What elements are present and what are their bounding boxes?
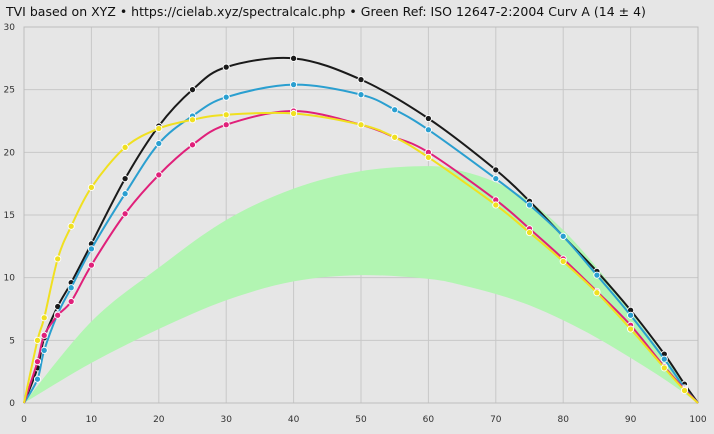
data-point <box>357 121 365 129</box>
data-point <box>222 111 230 119</box>
data-point <box>121 175 129 183</box>
data-point <box>121 210 129 218</box>
data-point <box>290 109 298 118</box>
data-point <box>559 232 567 240</box>
data-point <box>87 183 95 191</box>
data-point <box>424 114 432 123</box>
data-point <box>188 116 197 124</box>
x-tick-label: 60 <box>423 415 435 425</box>
y-tick-label: 15 <box>4 211 15 221</box>
x-tick-label: 100 <box>689 415 706 425</box>
data-point <box>627 325 635 333</box>
data-point <box>525 201 534 209</box>
data-point <box>121 190 129 198</box>
data-point <box>492 166 500 174</box>
data-point <box>290 54 298 62</box>
data-point <box>492 175 500 183</box>
x-tick-label: 10 <box>86 415 98 425</box>
x-tick-label: 80 <box>557 415 569 425</box>
data-point <box>188 141 197 149</box>
y-tick-label: 20 <box>4 148 16 158</box>
data-point <box>33 375 42 383</box>
data-point <box>290 81 298 89</box>
data-point <box>121 143 129 151</box>
chart-title: TVI based on XYZ • https://cielab.xyz/sp… <box>5 4 646 19</box>
data-point <box>593 289 601 297</box>
x-tick-label: 70 <box>490 415 502 425</box>
data-point <box>222 63 230 71</box>
data-point <box>40 314 48 322</box>
series-layer <box>23 54 699 404</box>
x-tick-label: 30 <box>220 415 232 425</box>
data-point <box>87 261 95 269</box>
data-point <box>67 222 75 230</box>
y-tick-label: 10 <box>4 274 16 284</box>
data-point <box>87 245 95 253</box>
data-point <box>559 257 567 265</box>
plot-frame <box>23 26 699 404</box>
y-tick-label: 5 <box>9 336 15 346</box>
data-point <box>40 331 48 339</box>
data-point <box>155 140 163 148</box>
x-tick-label: 50 <box>355 415 367 425</box>
data-point <box>54 255 62 263</box>
data-point <box>660 364 668 372</box>
tick-labels: 0 10 20 30 40 50 60 70 80 90 100 0 5 10 15 20 25 30 <box>4 23 707 425</box>
data-point <box>222 121 230 129</box>
data-point <box>40 346 48 354</box>
data-point <box>391 106 399 114</box>
data-point <box>680 386 689 395</box>
x-tick-label: 90 <box>625 415 637 425</box>
data-point <box>222 93 230 101</box>
data-point <box>660 355 668 363</box>
data-point <box>357 76 365 84</box>
data-point <box>424 153 432 161</box>
series-3 <box>23 109 699 404</box>
data-point <box>627 311 635 319</box>
y-tick-label: 25 <box>4 86 15 96</box>
x-tick-label: 0 <box>21 415 27 425</box>
series-line <box>23 83 699 404</box>
series-1 <box>23 81 699 404</box>
data-point <box>424 126 432 134</box>
data-point <box>155 171 163 179</box>
series-line <box>23 111 699 404</box>
data-point <box>54 311 62 319</box>
y-tick-label: 30 <box>4 23 16 33</box>
data-point <box>67 284 75 292</box>
data-point <box>593 271 601 279</box>
x-tick-label: 20 <box>153 415 165 425</box>
data-point <box>391 133 399 141</box>
data-point <box>33 336 42 344</box>
data-point <box>492 201 500 209</box>
data-point <box>525 228 534 237</box>
data-point <box>155 124 163 133</box>
series-line <box>23 109 699 404</box>
data-point <box>357 91 365 99</box>
x-tick-label: 40 <box>288 415 300 425</box>
data-point <box>188 86 197 94</box>
data-point <box>33 358 42 366</box>
y-tick-label: 0 <box>9 399 15 409</box>
data-point <box>67 297 75 306</box>
